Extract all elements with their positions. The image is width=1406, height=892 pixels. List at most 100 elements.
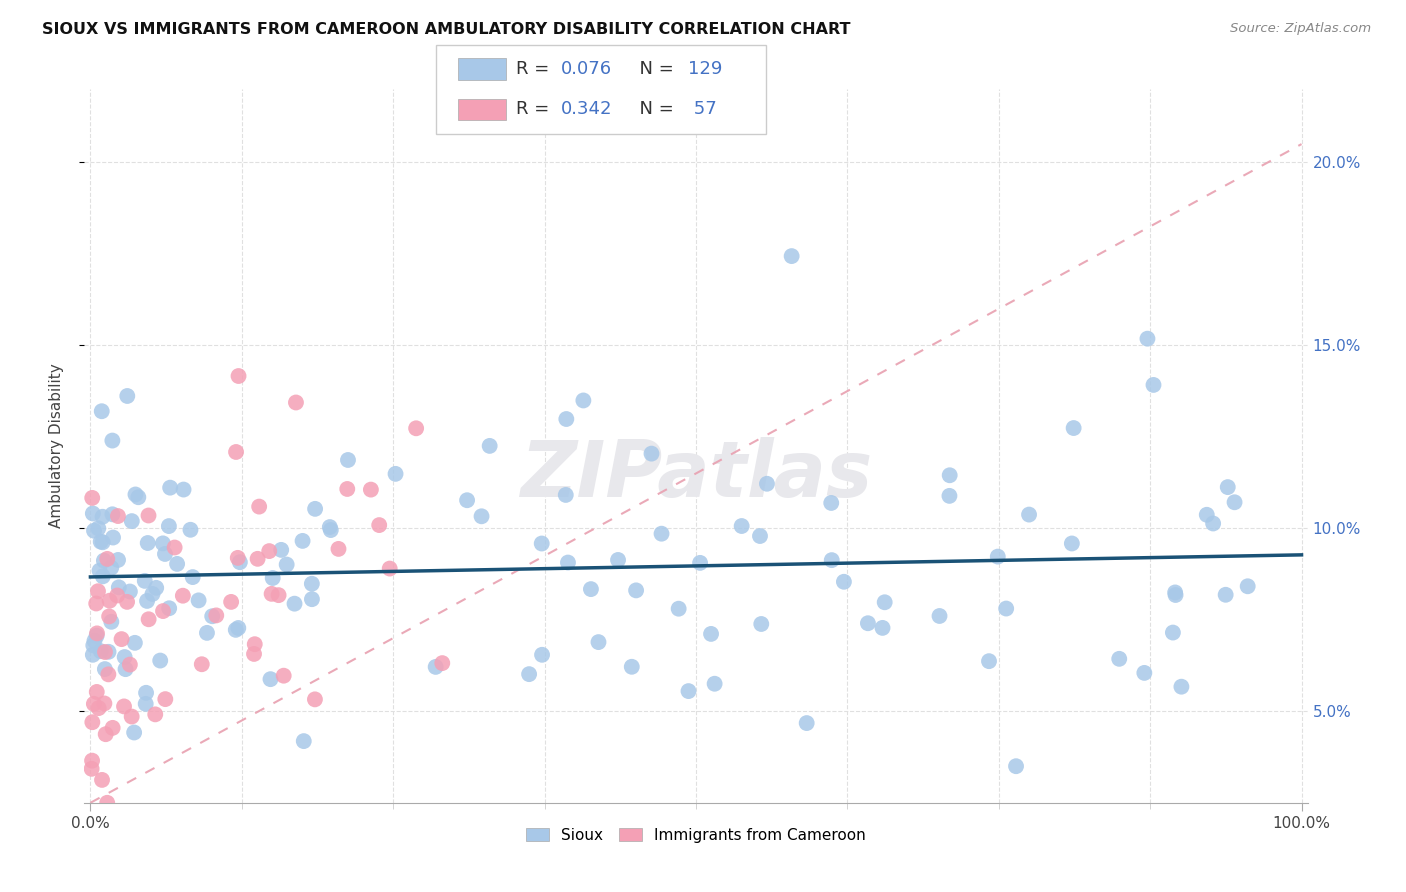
Point [152,536,174,550]
Point [678,684,700,698]
Point [1161,625,1184,640]
Text: 129: 129 [688,60,721,78]
Point [284,395,307,409]
Point [82,507,104,521]
Point [579,582,602,596]
Point [319,520,342,534]
Point [531,648,554,662]
Point [82,491,104,505]
Point [91,535,114,549]
Point [98,609,121,624]
Point [607,553,630,567]
Text: R =: R = [516,60,555,78]
Point [938,489,960,503]
Point [260,587,283,601]
Point [995,601,1018,615]
Point [86,629,108,643]
Point [689,556,711,570]
Point [368,518,391,533]
Point [432,656,454,670]
Point [938,468,960,483]
Text: 57: 57 [688,100,716,119]
Point [283,597,305,611]
Point [138,508,160,523]
Point [267,588,290,602]
Point [292,734,315,748]
Point [201,609,224,624]
Point [1215,588,1237,602]
Point [928,609,950,624]
Point [84,597,107,611]
Point [873,595,896,609]
Point [187,593,209,607]
Point [136,594,159,608]
Point [624,583,647,598]
Point [291,533,314,548]
Point [1063,421,1085,435]
Point [152,604,174,618]
Point [304,692,326,706]
Point [530,536,553,550]
Point [121,709,143,723]
Point [796,716,818,731]
Point [1223,495,1246,509]
Point [478,439,501,453]
Point [91,772,114,787]
Point [470,509,492,524]
Point [730,519,752,533]
Point [91,509,114,524]
Point [226,621,249,635]
Point [157,519,180,533]
Point [181,570,204,584]
Point [100,615,122,629]
Point [1216,480,1239,494]
Point [157,601,180,615]
Point [821,553,844,567]
Text: 0.342: 0.342 [561,100,613,119]
Point [108,580,131,594]
Point [668,601,690,615]
Point [1108,652,1130,666]
Point [87,584,110,599]
Point [90,534,112,549]
Point [136,536,159,550]
Point [319,523,342,537]
Point [155,692,177,706]
Point [247,500,270,514]
Point [856,616,879,631]
Point [1202,516,1225,531]
Point [135,697,157,711]
Point [755,476,778,491]
Point [328,541,350,556]
Point [98,593,121,607]
Point [820,496,842,510]
Point [94,645,117,659]
Point [143,707,166,722]
Point [83,697,105,711]
Text: 0.076: 0.076 [561,60,612,78]
Text: ZIPatlas: ZIPatlas [520,436,872,513]
Point [301,576,323,591]
Point [1195,508,1218,522]
Point [82,639,104,653]
Point [872,621,894,635]
Point [96,552,118,566]
Point [90,644,112,658]
Point [257,544,280,558]
Point [90,404,112,418]
Point [173,483,195,497]
Point [166,557,188,571]
Point [83,524,105,538]
Point [304,501,326,516]
Point [301,592,323,607]
Point [141,587,163,601]
Point [149,654,172,668]
Point [226,550,249,565]
Point [425,660,447,674]
Point [700,627,723,641]
Point [572,393,595,408]
Point [91,569,114,583]
Point [172,589,194,603]
Point [780,249,803,263]
Text: Source: ZipAtlas.com: Source: ZipAtlas.com [1230,22,1371,36]
